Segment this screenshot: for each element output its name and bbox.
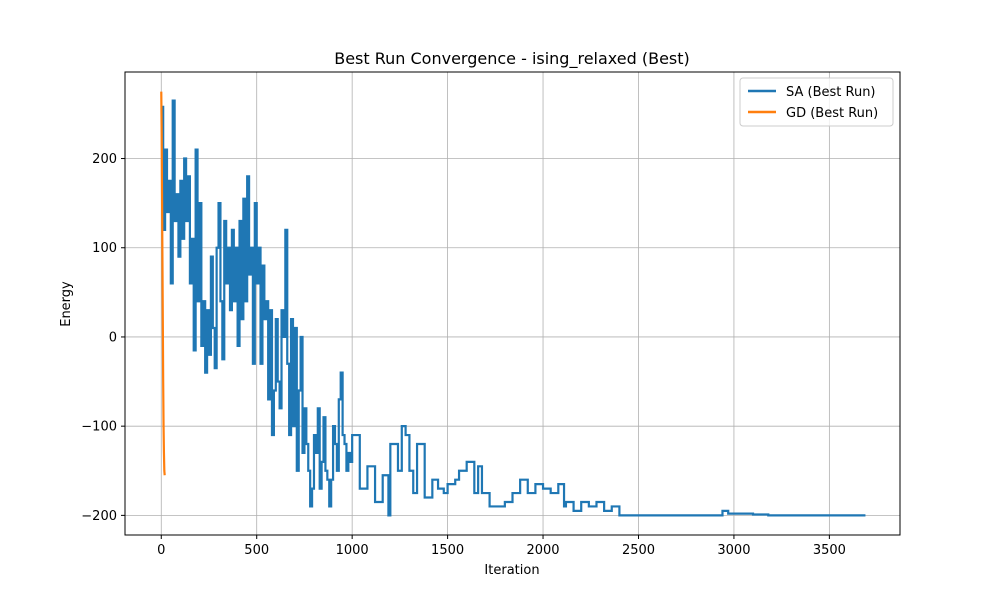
y-tick-label: −100 bbox=[81, 420, 117, 435]
series-layer bbox=[160, 91, 866, 517]
x-tick-label: 2500 bbox=[622, 543, 655, 558]
x-tick-label: 1500 bbox=[431, 543, 464, 558]
y-axis-label: Energy bbox=[59, 281, 74, 327]
grid bbox=[125, 72, 900, 535]
series-line-sa bbox=[161, 99, 866, 517]
ticks: 0 500 1000 1500 2000 2500 3000 3500 −200 −100 0 100… bbox=[81, 152, 846, 558]
x-tick-label: 3000 bbox=[717, 543, 750, 558]
x-tick-label: 2000 bbox=[526, 543, 559, 558]
y-tick-label: 0 bbox=[109, 330, 117, 345]
legend-label-sa: SA (Best Run) bbox=[786, 85, 876, 100]
chart-title: Best Run Convergence - ising_relaxed (Be… bbox=[334, 49, 690, 69]
legend-box bbox=[739, 77, 894, 127]
legend-label-gd: GD (Best Run) bbox=[786, 106, 878, 121]
x-tick-label: 1000 bbox=[336, 543, 369, 558]
y-tick-label: 200 bbox=[92, 152, 117, 167]
x-tick-label: 500 bbox=[244, 543, 269, 558]
y-tick-label: 100 bbox=[92, 241, 117, 256]
series-line-gd bbox=[160, 91, 166, 476]
x-tick-label: 3500 bbox=[813, 543, 846, 558]
plot-frame bbox=[124, 71, 901, 536]
x-tick-label: 0 bbox=[157, 543, 165, 558]
y-tick-label: −200 bbox=[81, 509, 117, 524]
x-axis-label: Iteration bbox=[484, 563, 539, 578]
legend: SA (Best Run) GD (Best Run) bbox=[739, 77, 894, 127]
